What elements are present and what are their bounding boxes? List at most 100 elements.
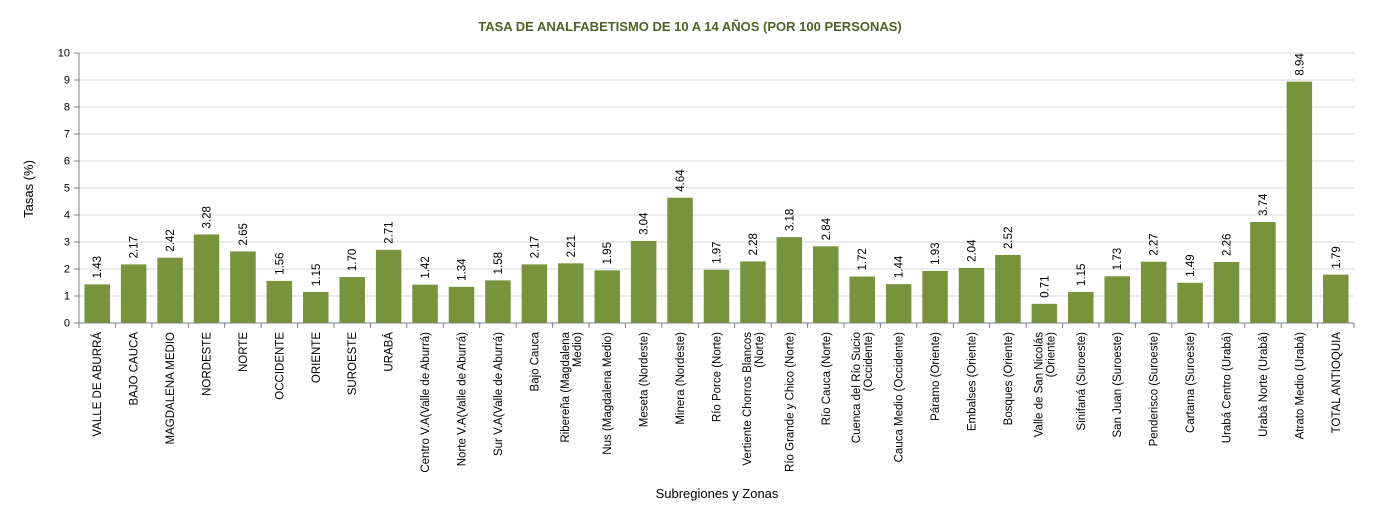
bar	[1323, 274, 1349, 323]
x-tick-label-line: Minera (Nordeste)	[675, 332, 687, 425]
data-label: 2.42	[165, 229, 177, 251]
x-tick-label: Vertiente Chorros Blancos(Norte)	[742, 332, 766, 466]
x-tick-label: Embalses (Oriente)	[967, 332, 979, 431]
x-tick-label: Meseta (Nordeste)	[639, 332, 651, 427]
data-label: 8.94	[1294, 53, 1306, 76]
x-tick-label-line: Sur V.A(Valle de Aburrá)	[493, 332, 505, 456]
x-tick-label-line: Medio)	[572, 332, 584, 367]
x-tick-label: Cartama (Suroeste)	[1185, 332, 1197, 433]
x-tick-label-line: SUROESTE	[347, 332, 359, 396]
data-label: 3.28	[202, 206, 214, 228]
bar	[594, 270, 620, 323]
bar	[630, 240, 657, 323]
x-tick-label-line: Nus (Magdalena Medio)	[602, 332, 614, 455]
x-tick-label-line: BAJO CAUCA	[129, 332, 141, 406]
x-tick-label: Sinifaná (Suroeste)	[1076, 332, 1088, 431]
x-tick-label: Río Porce (Norte)	[712, 332, 724, 422]
x-tick-label: NORTE	[238, 332, 250, 372]
bar	[1250, 222, 1276, 323]
x-tick-label: Centro V.A(Valle de Aburrá)	[420, 332, 432, 473]
bar	[485, 280, 511, 323]
bar	[303, 291, 329, 323]
x-tick-label-line: Urabá Norte (Urabá)	[1258, 332, 1270, 437]
data-label: 1.73	[1112, 248, 1124, 270]
data-label: 1.79	[1331, 246, 1343, 268]
x-tick-label-line: Valle de San Nicolás	[1033, 332, 1045, 438]
y-tick-label: 6	[64, 156, 70, 168]
x-tick-label: ORIENTE	[311, 332, 323, 383]
bar	[1213, 261, 1240, 323]
bar	[1031, 303, 1058, 323]
data-label: 1.15	[1076, 264, 1088, 286]
bar	[776, 237, 803, 323]
data-label: 1.56	[274, 252, 286, 274]
x-axis-title: Subregiones y Zonas	[656, 486, 779, 501]
bar	[740, 261, 766, 323]
bar	[448, 286, 475, 323]
x-tick-label: MAGDALENA MEDIO	[165, 332, 177, 445]
data-label: 2.17	[129, 236, 141, 258]
bar	[375, 249, 402, 323]
bar	[922, 270, 948, 323]
y-tick-label: 5	[64, 183, 70, 195]
bar	[1286, 81, 1313, 324]
data-label: 1.44	[894, 255, 906, 278]
x-tick-label-line: Embalses (Oriente)	[967, 332, 979, 431]
y-tick-labels: 0 1 2 3 4 5 6 7 8 9 10	[58, 48, 70, 330]
x-tick-label: URABÁ	[383, 332, 396, 372]
x-tick-label-line: OCCIDENTE	[274, 332, 286, 400]
y-tick-label: 1	[64, 291, 70, 303]
data-label: 2.71	[384, 221, 396, 243]
data-label: 3.74	[1258, 193, 1270, 216]
data-labels: 1.43 2.17 2.42 3.28 2.65 1.56 1.15 1.70 2.71 1.42…	[92, 53, 1343, 298]
x-tick-label: Atrato Medio (Urabá)	[1294, 332, 1306, 440]
bars	[84, 81, 1349, 324]
data-label: 3.18	[784, 209, 796, 231]
x-tick-label-line: Río Porce (Norte)	[712, 332, 724, 422]
data-label: 2.27	[1149, 233, 1161, 255]
data-label: 3.04	[639, 212, 651, 235]
bar	[703, 269, 730, 323]
x-tick-label: Urabá Norte (Urabá)	[1258, 332, 1270, 437]
x-tick-label-line: Penderisco (Suroeste)	[1149, 332, 1161, 447]
data-label: 2.21	[566, 235, 578, 257]
x-tick-label-line: (Norte)	[754, 332, 766, 368]
data-label: 2.26	[1222, 234, 1234, 256]
x-tick-label-line: MAGDALENA MEDIO	[165, 332, 177, 445]
x-tick-label: Cauca Medio (Occidente)	[894, 332, 906, 463]
x-tick-label: Sur V.A(Valle de Aburrá)	[493, 332, 505, 456]
x-tick-label-line: (Oriente)	[1045, 332, 1057, 378]
x-tick-label-line: Ribereña (Magdalena	[560, 331, 572, 442]
x-tick-label: Nus (Magdalena Medio)	[602, 332, 614, 455]
x-tick-label-line: Bajo Cauca	[529, 331, 541, 391]
bar	[558, 263, 584, 323]
x-tick-label: Río Cauca (Norte)	[821, 332, 833, 425]
data-label: 1.93	[930, 242, 942, 264]
x-tick-label: Páramo (Oriente)	[930, 332, 942, 421]
bar	[1068, 291, 1094, 323]
data-label: 1.34	[457, 258, 469, 281]
x-tick-label: Valle de San Nicolás(Oriente)	[1033, 332, 1057, 438]
x-tick-label-line: Meseta (Nordeste)	[639, 332, 651, 427]
x-tick-label-line: NORTE	[238, 332, 250, 372]
bar	[412, 284, 438, 323]
data-label: 2.52	[1003, 227, 1015, 249]
y-tick-label: 0	[64, 318, 70, 330]
x-tick-label-line: Sinifaná (Suroeste)	[1076, 332, 1088, 431]
bar	[1104, 276, 1130, 323]
y-tick-label: 9	[64, 75, 70, 87]
bar	[193, 234, 220, 323]
data-label: 1.15	[311, 264, 323, 286]
x-tick-label: OCCIDENTE	[274, 332, 286, 400]
x-tick-label-line: URABÁ	[383, 332, 396, 372]
data-label: 4.64	[675, 169, 687, 192]
x-tick-labels: VALLE DE ABURRÁ BAJO CAUCA MAGDALENA MEDIO…	[91, 331, 1343, 472]
bar	[120, 264, 147, 323]
data-label: 1.42	[420, 256, 432, 278]
x-tick-label: VALLE DE ABURRÁ	[91, 332, 104, 437]
x-tick-label-line: San Juan (Suroeste)	[1112, 332, 1124, 438]
x-tick-label: Norte V.A(Valle de Aburrá)	[457, 332, 469, 466]
bar	[958, 267, 985, 323]
